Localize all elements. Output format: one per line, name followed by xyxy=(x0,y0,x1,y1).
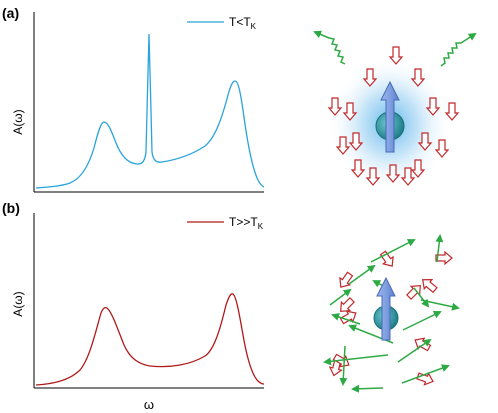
panel-b-legend: T>>TK xyxy=(187,215,264,231)
x-axis-label: ω xyxy=(144,397,154,412)
photon-arrow xyxy=(401,364,450,384)
photon-wavy-right xyxy=(440,32,477,67)
photon-wavy-left xyxy=(313,30,346,65)
panel-a-legend: T<TK xyxy=(187,15,257,31)
panel-b-axes xyxy=(33,213,264,389)
electron-arrow-scattered xyxy=(379,250,394,267)
photon-arrow xyxy=(351,384,384,393)
photon-arrow xyxy=(420,299,460,311)
panel-a-axes xyxy=(33,12,264,193)
panel-a: (a) A(ω) T<TK xyxy=(2,5,477,193)
photon-arrow xyxy=(331,313,361,325)
photon-arrow xyxy=(402,311,442,331)
photon-arrow xyxy=(413,287,430,308)
panel-b-tag: (b) xyxy=(2,200,20,216)
electron-arrow-scattered xyxy=(339,271,354,288)
photon-arrow xyxy=(329,288,352,306)
panel-b-ylabel: A(ω) xyxy=(11,291,25,316)
electron-arrow-scattered xyxy=(422,279,438,294)
panel-a-spectral-curve xyxy=(35,33,265,189)
panel-a-ylabel: A(ω) xyxy=(11,109,25,134)
electron-arrow-scattered xyxy=(416,372,434,386)
legend-label-b: T>>TK xyxy=(229,215,264,231)
photon-arrow xyxy=(397,338,432,363)
electron-arrow-down xyxy=(417,132,433,151)
electron-arrow-down xyxy=(335,136,351,155)
electron-arrow-down xyxy=(434,139,450,158)
scattered-schematic xyxy=(323,234,460,393)
electron-arrow-down xyxy=(444,102,460,121)
impurity-spin-arrow-b xyxy=(376,276,396,341)
electron-arrow-down xyxy=(362,68,378,87)
electron-arrow-down xyxy=(425,97,441,116)
electron-arrow-scattered xyxy=(340,297,355,312)
legend-label-a: T<TK xyxy=(229,15,257,31)
conduction-electrons xyxy=(327,46,460,186)
photon-arrow xyxy=(435,234,444,263)
scattered-electrons-and-photons xyxy=(323,234,460,393)
photon-arrow xyxy=(339,345,348,386)
panel-b: (b) A(ω) T>>TK ω xyxy=(2,200,460,412)
electron-arrow-down xyxy=(342,102,358,121)
electron-arrow-down xyxy=(410,159,426,178)
electron-arrow-down xyxy=(348,132,364,151)
electron-arrow-down xyxy=(400,167,416,186)
electron-arrow-down xyxy=(410,68,426,87)
kondo-cloud-schematic xyxy=(313,30,477,192)
panel-a-tag: (a) xyxy=(2,5,19,21)
impurity-spin-arrow xyxy=(380,80,400,153)
electron-arrow-down xyxy=(365,167,381,186)
electron-arrow-down xyxy=(350,159,366,178)
electron-arrow-down xyxy=(388,46,404,65)
photon-arrow xyxy=(348,264,376,285)
panel-b-spectral-curve xyxy=(35,293,265,386)
electron-arrow-down xyxy=(385,164,401,183)
photon-arrow xyxy=(370,239,416,263)
electron-arrow-down xyxy=(327,97,343,116)
photon-arrow xyxy=(323,354,389,366)
